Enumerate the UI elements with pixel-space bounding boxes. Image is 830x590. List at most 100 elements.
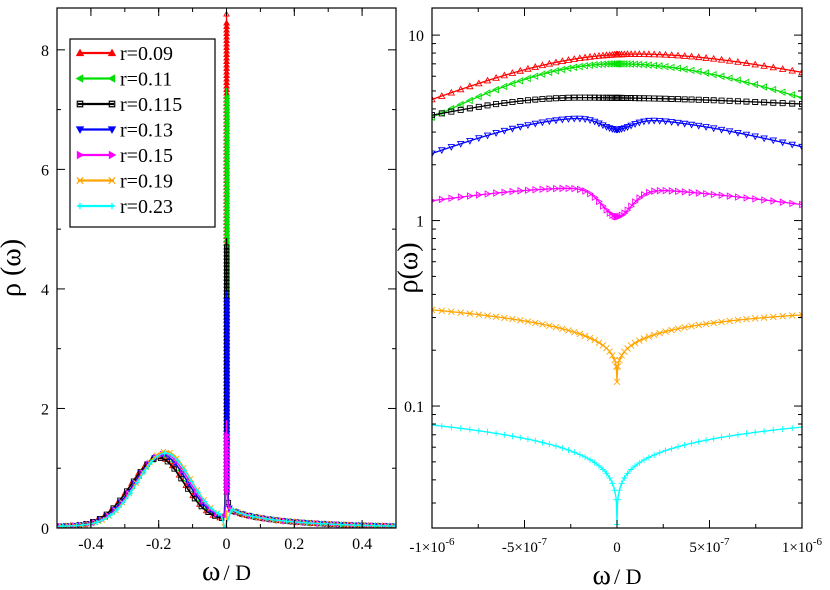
right-marker [432, 306, 436, 314]
left-spike-marker [223, 385, 231, 393]
right-marker [726, 433, 733, 440]
right-marker [726, 97, 733, 104]
left-marker [256, 515, 262, 521]
right-marker [735, 193, 742, 201]
legend-marker-left-0 [75, 48, 85, 57]
legend-label-4: r=0.15 [120, 145, 173, 167]
right-marker [532, 96, 539, 103]
left-marker [153, 452, 160, 459]
right-marker [726, 317, 733, 325]
left-marker [338, 522, 344, 528]
left-ytick-label: 4 [41, 282, 49, 299]
left-spike-marker [223, 375, 231, 382]
right-marker [710, 435, 717, 442]
right-marker [546, 185, 554, 193]
left-marker [185, 486, 191, 492]
left-marker [175, 458, 181, 464]
left-marker [114, 507, 120, 513]
right-marker [508, 125, 517, 133]
left-marker [195, 489, 201, 495]
right-marker [752, 195, 760, 203]
right-xlabel-sub: / D [614, 564, 642, 589]
right-marker [620, 60, 628, 68]
right-marker [640, 335, 648, 342]
left-marker [236, 510, 242, 516]
right-marker [725, 128, 734, 136]
right-marker [687, 121, 696, 129]
right-marker [564, 64, 572, 73]
right-marker [466, 105, 473, 112]
left-xtick-label: 0.2 [284, 536, 304, 553]
right-marker [531, 120, 540, 128]
left-xlabel: ω / D [202, 556, 251, 587]
right-marker [559, 94, 566, 101]
left-spike-marker [223, 396, 231, 403]
right-marker [456, 100, 464, 109]
right-marker [484, 429, 491, 436]
right-marker [702, 69, 709, 77]
right-marker [680, 52, 689, 59]
left-marker [127, 490, 134, 496]
left-xlabel-sub: / D [223, 560, 251, 585]
right-marker [538, 70, 546, 78]
right-marker [640, 118, 648, 126]
right-marker [778, 139, 787, 147]
right-marker [558, 65, 566, 74]
right-marker [524, 436, 531, 443]
right-marker [492, 130, 500, 137]
left-marker [270, 517, 276, 523]
right-marker [590, 52, 599, 60]
right-marker [798, 143, 802, 151]
right-marker [623, 60, 631, 68]
left-series-markers-5 [58, 448, 396, 528]
right-marker [500, 71, 509, 79]
left-spike-marker [223, 312, 231, 319]
right-marker [627, 50, 635, 57]
right-marker [484, 102, 491, 109]
right-marker [702, 54, 710, 61]
right-marker [640, 457, 647, 464]
left-spike-marker [223, 413, 231, 421]
right-marker [432, 112, 435, 119]
right-marker [591, 336, 598, 344]
left-marker [174, 455, 180, 462]
left-marker [87, 521, 93, 527]
left-marker [290, 519, 296, 525]
right-marker [734, 58, 742, 65]
right-xtick-label: 0 [613, 540, 621, 556]
right-marker [448, 194, 456, 202]
left-ytick-label: 2 [41, 401, 49, 418]
left-spike-marker [223, 382, 231, 389]
right-marker [675, 96, 682, 103]
right-marker [559, 184, 567, 193]
right-marker [734, 98, 741, 105]
right-series-markers-0 [432, 50, 802, 103]
right-xtick-exp: -7 [538, 536, 548, 548]
right-marker [779, 198, 787, 206]
right-marker [751, 315, 759, 322]
right-series-line-1 [432, 63, 802, 118]
right-marker [466, 82, 474, 90]
right-series-markers-4 [432, 184, 802, 221]
left-spike-markers-4 [224, 431, 231, 495]
left-marker [222, 524, 229, 528]
right-marker [613, 60, 621, 68]
legend-box [69, 38, 216, 228]
right-marker [674, 51, 682, 59]
right-marker [492, 85, 499, 94]
right-marker [501, 188, 509, 196]
left-spike-marker [223, 389, 231, 396]
right-marker [558, 116, 567, 124]
right-marker [475, 311, 483, 318]
right-marker [571, 449, 578, 456]
right-marker [778, 65, 787, 72]
right-marker [508, 79, 516, 88]
left-marker [161, 450, 167, 456]
right-marker [667, 51, 676, 58]
right-marker [674, 64, 681, 73]
right-marker [709, 125, 718, 133]
right-marker [667, 63, 675, 72]
right-marker [770, 99, 777, 106]
